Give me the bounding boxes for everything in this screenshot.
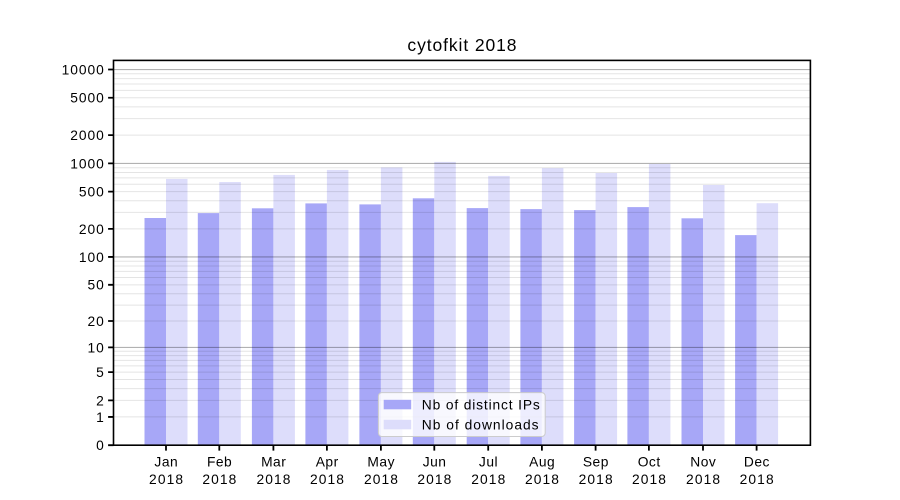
svg-text:1: 1 bbox=[96, 410, 105, 425]
svg-text:50: 50 bbox=[88, 278, 105, 293]
svg-text:cytofkit 2018: cytofkit 2018 bbox=[407, 35, 517, 55]
svg-text:Aug: Aug bbox=[529, 454, 555, 469]
svg-text:2018: 2018 bbox=[310, 472, 345, 487]
svg-text:2018: 2018 bbox=[579, 472, 614, 487]
svg-text:1000: 1000 bbox=[70, 156, 105, 171]
svg-text:10: 10 bbox=[88, 340, 105, 355]
svg-text:Nb of distinct IPs: Nb of distinct IPs bbox=[422, 397, 541, 412]
svg-text:2000: 2000 bbox=[70, 128, 105, 143]
svg-text:100: 100 bbox=[79, 250, 105, 265]
svg-text:2018: 2018 bbox=[417, 472, 452, 487]
svg-text:Jun: Jun bbox=[423, 454, 447, 469]
svg-text:2018: 2018 bbox=[740, 472, 775, 487]
svg-text:500: 500 bbox=[79, 185, 105, 200]
svg-text:2018: 2018 bbox=[632, 472, 667, 487]
svg-text:2018: 2018 bbox=[525, 472, 560, 487]
svg-text:2: 2 bbox=[96, 393, 105, 408]
svg-text:20: 20 bbox=[88, 314, 105, 329]
svg-text:2018: 2018 bbox=[202, 472, 237, 487]
svg-text:Jan: Jan bbox=[154, 454, 178, 469]
svg-text:2018: 2018 bbox=[686, 472, 721, 487]
svg-text:2018: 2018 bbox=[364, 472, 399, 487]
svg-text:Mar: Mar bbox=[261, 454, 286, 469]
svg-text:Nov: Nov bbox=[690, 454, 716, 469]
svg-text:Sep: Sep bbox=[583, 454, 609, 469]
svg-text:200: 200 bbox=[79, 222, 105, 237]
svg-text:Feb: Feb bbox=[207, 454, 232, 469]
svg-text:Oct: Oct bbox=[638, 454, 661, 469]
svg-text:0: 0 bbox=[96, 438, 105, 453]
svg-text:May: May bbox=[367, 454, 395, 469]
svg-text:Apr: Apr bbox=[316, 454, 339, 469]
svg-text:Dec: Dec bbox=[744, 454, 770, 469]
svg-text:2018: 2018 bbox=[471, 472, 506, 487]
svg-text:Nb of downloads: Nb of downloads bbox=[422, 417, 540, 432]
svg-text:5000: 5000 bbox=[70, 91, 105, 106]
svg-text:10000: 10000 bbox=[62, 62, 105, 77]
svg-text:5: 5 bbox=[96, 365, 105, 380]
svg-text:Jul: Jul bbox=[479, 454, 498, 469]
svg-text:2018: 2018 bbox=[256, 472, 291, 487]
svg-text:2018: 2018 bbox=[149, 472, 184, 487]
